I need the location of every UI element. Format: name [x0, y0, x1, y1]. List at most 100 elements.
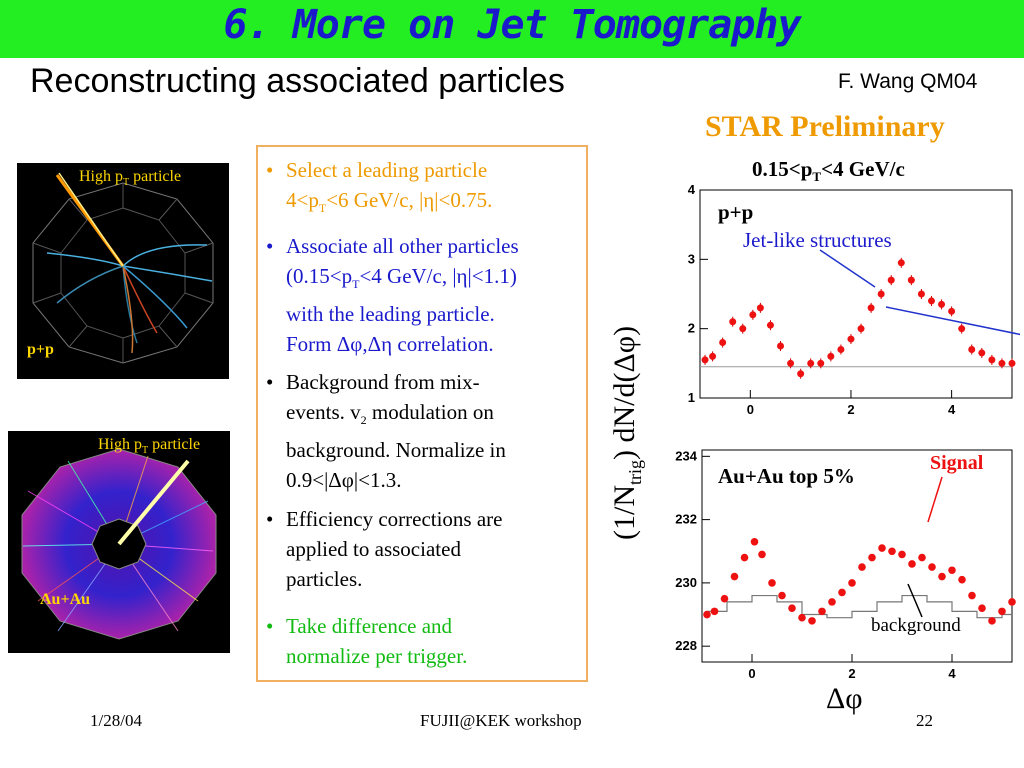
- bullet-2-line1: Associate all other particles: [286, 234, 519, 258]
- pp-data-point: [897, 259, 905, 267]
- signal-data-point: [848, 579, 856, 587]
- pp-data-point: [817, 359, 825, 367]
- bullet-2-line2-sub: T: [352, 277, 360, 292]
- signal-data-point: [788, 604, 796, 613]
- x-tick-label: 4: [948, 666, 956, 680]
- y-tick-label: 230: [675, 575, 697, 590]
- signal-data-point: [778, 591, 786, 600]
- pp-data-point: [988, 356, 996, 364]
- signal-data-point: [958, 575, 966, 584]
- bullet-4-line2: applied to associated: [286, 537, 461, 561]
- pp-data-point: [958, 325, 966, 333]
- slide-subtitle: Reconstructing associated particles: [30, 62, 565, 100]
- signal-data-point: [838, 588, 846, 597]
- star-preliminary-label: STAR Preliminary: [705, 110, 945, 143]
- bullet-3-line2: events. v2 modulation on: [266, 397, 586, 435]
- bullet-dot: •: [266, 234, 274, 258]
- pp-data-point: [749, 311, 757, 319]
- signal-data-point: [868, 553, 876, 562]
- background-label: background: [871, 615, 961, 636]
- auau-plot-label: Au+Au top 5%: [718, 464, 855, 488]
- signal-data-point: [828, 598, 836, 606]
- bullet-5-line1: Take difference and: [286, 614, 453, 638]
- pp-data-point: [938, 300, 946, 308]
- pp-plot-label: p+p: [718, 200, 754, 224]
- y-tick-label: 4: [688, 182, 696, 197]
- signal-data-point: [948, 566, 956, 575]
- bullet-3-line2-a: events. v: [286, 400, 361, 424]
- bullet-2-line2-b: <4 GeV/c, |η|<1.1): [359, 264, 517, 288]
- bullet-3: • Background from mix- events. v2 modula…: [266, 367, 586, 495]
- bullet-1-line2-b: <6 GeV/c, |η|<0.75.: [326, 188, 493, 212]
- pp-data-point: [917, 290, 925, 298]
- bullet-4: • Efficiency corrections are applied to …: [266, 504, 586, 594]
- footer-venue: FUJII@KEK workshop: [420, 711, 582, 730]
- pp-data-point: [797, 370, 805, 378]
- signal-data-point: [988, 617, 996, 625]
- bullet-2-line2: (0.15<pT<4 GeV/c, |η|<1.1): [266, 261, 586, 299]
- plot-title-sub: T: [812, 169, 822, 185]
- pp-data-point: [719, 339, 727, 347]
- signal-data-point: [998, 607, 1006, 616]
- bullet-2: • Associate all other particles (0.15<pT…: [266, 231, 586, 359]
- bullet-1-line1: Select a leading particle: [286, 158, 488, 182]
- pp-data-point: [766, 321, 774, 329]
- signal-data-point: [938, 572, 946, 581]
- pp-data-point: [709, 352, 717, 360]
- signal-data-point: [878, 544, 886, 552]
- y-tick-label: 3: [688, 251, 695, 266]
- auau-event-display: High pT particle Au+Au: [8, 431, 230, 653]
- pp-data-point: [787, 359, 795, 367]
- pp-event-svg: [32, 172, 214, 364]
- auau-arrow-label-end: particle: [148, 436, 201, 453]
- bullet-dot: •: [266, 507, 274, 531]
- pp-system-label: p+p: [27, 341, 54, 358]
- bullet-3-line4: 0.9<|Δφ|<1.3.: [286, 468, 402, 493]
- jet-arrow-left: [885, 306, 1020, 336]
- plot-title: 0.15<pT<4 GeV/c: [752, 157, 905, 185]
- bullet-4-line1: Efficiency corrections are: [286, 507, 503, 531]
- footer-page-number: 22: [916, 711, 933, 730]
- x-tick-label: 2: [848, 666, 855, 680]
- signal-data-point: [888, 547, 896, 556]
- signal-data-point: [968, 591, 976, 600]
- y-tick-label: 1: [688, 390, 695, 405]
- pp-data-point: [887, 276, 895, 284]
- pp-arrow-label: High pT particle: [79, 168, 181, 188]
- jet-arrow-right: [819, 249, 876, 288]
- bullet-dot: •: [266, 614, 274, 638]
- bullet-2-line4: Form Δφ,Δη correlation.: [286, 332, 494, 357]
- signal-label: Signal: [930, 452, 984, 474]
- bullet-3-line1: Background from mix-: [286, 370, 480, 394]
- signal-data-point: [928, 563, 936, 571]
- signal-data-point: [858, 563, 866, 571]
- pp-data-point: [927, 297, 935, 305]
- bullet-1-line2-sub: T: [318, 201, 327, 216]
- pp-data-point: [907, 276, 915, 284]
- pp-data-point: [968, 345, 976, 353]
- signal-data-point: [898, 550, 906, 559]
- pp-event-display: High pT particle p+p: [17, 163, 229, 379]
- jet-like-annotation: Jet-like structures: [743, 228, 892, 252]
- pp-data-point: [777, 342, 785, 350]
- pp-data-point: [729, 318, 737, 326]
- auau-plot: 0 2 4 228 230 232 234: [675, 448, 1016, 680]
- signal-arrow: [927, 476, 943, 523]
- bullet-1-line2: 4<pT<6 GeV/c, |η|<0.75.: [266, 185, 586, 223]
- plot-title-b: <4 GeV/c: [821, 157, 905, 181]
- y-tick-label: 232: [675, 512, 697, 527]
- pp-arrow-label-main: High p: [79, 168, 123, 185]
- pp-data-point: [701, 356, 709, 364]
- footer-date: 1/28/04: [90, 711, 142, 730]
- y-tick-label: 2: [688, 321, 695, 336]
- signal-data-point: [758, 550, 766, 559]
- title-bar: [0, 0, 1024, 58]
- signal-data-point: [798, 613, 806, 622]
- bullet-5-line2: normalize per trigger.: [286, 644, 468, 668]
- pp-arrow-label-sub: T: [123, 177, 130, 189]
- y-axis-label-b: ) dN/d(Δφ): [608, 325, 641, 460]
- signal-data-point: [808, 617, 816, 625]
- signal-data-point: [768, 579, 776, 587]
- slide-title: 6. More on Jet Tomography: [223, 2, 801, 48]
